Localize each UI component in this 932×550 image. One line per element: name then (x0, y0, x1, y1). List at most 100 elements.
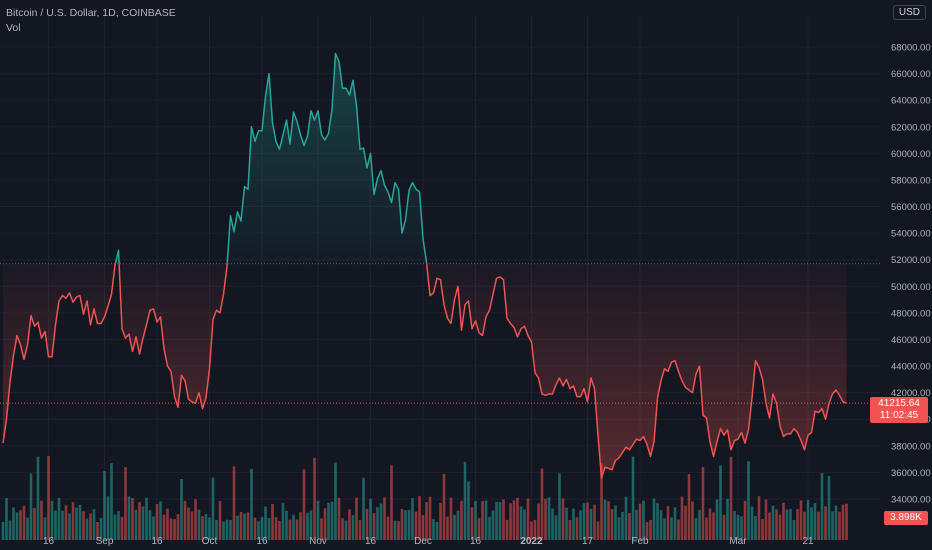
volume-bar (110, 463, 113, 540)
volume-bar (40, 500, 43, 540)
volume-bar (386, 516, 390, 540)
volume-bar (635, 509, 638, 540)
volume-bar (236, 515, 239, 540)
volume-bar (169, 518, 173, 540)
volume-bar (677, 519, 680, 540)
x-tick-label: 17 (582, 536, 594, 547)
volume-bar (64, 505, 68, 540)
volume-bar (530, 521, 533, 540)
volume-bar (57, 497, 61, 540)
volume-bar (684, 505, 687, 540)
volume-bar (446, 516, 449, 540)
volume-bar (323, 508, 327, 540)
volume-bar (26, 517, 29, 540)
volume-bar (404, 510, 407, 540)
volume-bar (148, 510, 152, 540)
volume-bar (299, 512, 302, 540)
volume-bar (103, 471, 106, 540)
volume-bar (778, 514, 782, 540)
volume-indicator-label[interactable]: Vol (6, 22, 21, 34)
volume-bar (712, 512, 715, 540)
volume-bar (691, 501, 694, 540)
bar-countdown: 11:02:45 (879, 410, 919, 421)
volume-bar (666, 506, 670, 540)
volume-bar (257, 521, 260, 540)
x-tick-label: 21 (802, 536, 814, 547)
y-tick-label: 38000.00 (891, 441, 931, 452)
volume-bar (694, 517, 698, 540)
volume-bar (183, 500, 187, 540)
volume-bar (568, 519, 572, 540)
volume-bar (344, 520, 348, 540)
volume-bar (505, 519, 509, 540)
volume-bar (75, 507, 78, 540)
volume-bar (85, 518, 89, 540)
volume-bar (498, 501, 502, 540)
volume-bar (817, 511, 820, 540)
y-tick-label: 52000.00 (891, 255, 931, 266)
volume-bar (260, 517, 264, 540)
volume-bar (764, 499, 768, 540)
volume-bar (600, 463, 603, 540)
y-tick-label: 50000.00 (891, 282, 931, 293)
volume-bar (5, 498, 8, 540)
volume-bar (204, 513, 208, 540)
volume-bar (383, 497, 386, 540)
volume-bar (428, 496, 432, 540)
volume-bar (320, 518, 323, 540)
volume-bar (491, 510, 495, 540)
volume-bar (278, 520, 281, 540)
volume-bar (761, 519, 764, 540)
volume-bar (82, 511, 85, 540)
volume-bar (96, 521, 99, 540)
volume-bar (194, 499, 197, 540)
volume-bar (810, 507, 813, 540)
volume-bar (302, 469, 306, 540)
volume-bar (99, 517, 103, 540)
volume-bar (754, 516, 757, 540)
volume-bar (610, 509, 614, 540)
volume-bar (54, 510, 57, 540)
volume-bar (348, 509, 351, 540)
volume-bar (551, 508, 554, 540)
volume-bar (572, 508, 575, 540)
volume-bar (642, 500, 645, 540)
volume-bar (15, 512, 19, 540)
volume-bar (561, 498, 565, 540)
volume-bar (715, 499, 719, 540)
volume-bar (264, 506, 267, 540)
volume-bar (397, 521, 400, 540)
currency-button[interactable]: USD (892, 5, 926, 20)
volume-bar (628, 513, 631, 540)
y-axis: 34000.0036000.0038000.0040000.0042000.00… (891, 43, 931, 506)
volume-bar (138, 502, 141, 540)
volume-bar (512, 500, 516, 540)
grid-lines (0, 15, 880, 540)
area-above-baseline (3, 53, 847, 264)
x-tick-label: Sep (96, 536, 114, 547)
volume-bar (71, 502, 75, 540)
volume-bar (470, 507, 474, 540)
volume-bar (218, 500, 222, 540)
volume-bar (687, 474, 691, 540)
x-tick-label: 16 (365, 536, 377, 547)
volume-bar (47, 456, 50, 540)
volume-bar (442, 474, 446, 540)
price-line-down (2, 263, 117, 444)
volume-bar (351, 515, 355, 540)
volume-bar (617, 517, 621, 540)
volume-bar (316, 500, 320, 540)
volume-bar (162, 514, 166, 540)
volume-bar (575, 517, 579, 540)
volume-bar (50, 500, 54, 540)
volume-bar (358, 519, 362, 540)
y-tick-label: 56000.00 (891, 202, 931, 213)
volume-bar (845, 503, 848, 540)
volume-bar (22, 505, 26, 540)
x-axis: 16 Sep 16 Oct 16 Nov 16 Dec 16 2022 17 Feb Mar 21 (43, 536, 814, 547)
volume-bar (29, 473, 33, 540)
volume-bar (43, 517, 47, 540)
volume-bar (659, 510, 663, 540)
volume-bar (673, 507, 677, 540)
